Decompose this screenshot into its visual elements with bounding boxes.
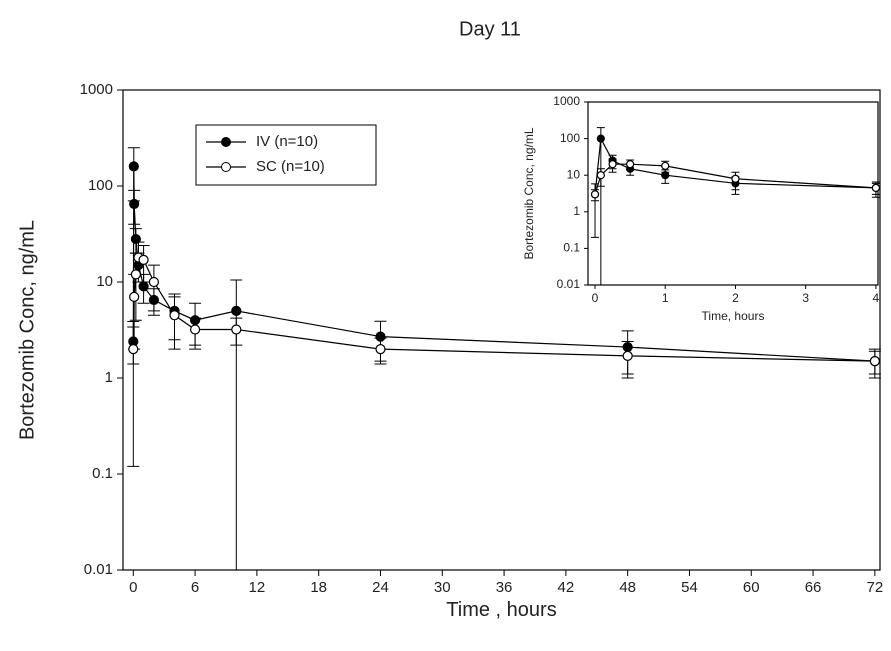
marker [148,276,159,288]
y-tick-label: 1 [573,204,580,218]
y-tick-label: 0.01 [557,277,581,291]
marker [590,190,600,199]
error-bar [168,296,181,350]
marker [871,183,880,192]
marker [129,291,140,302]
legend-marker [221,137,231,147]
error-bar [596,127,605,286]
marker [130,269,141,280]
x-tick-label: 12 [249,579,266,596]
marker [596,171,605,180]
y-tick-label: 10 [567,167,581,181]
y-tick-label: 100 [88,177,113,194]
x-tick-label: 18 [310,579,327,596]
marker [138,254,149,265]
marker [130,233,141,245]
x-tick-label: 2 [732,291,739,305]
y-tick-label: 10 [96,273,113,290]
legend-label: SC (n=10) [256,158,325,175]
marker [626,160,635,169]
legend-label: IV (n=10) [256,133,318,150]
marker [731,174,740,183]
marker [138,281,149,292]
x-tick-label: 3 [802,291,809,305]
x-axis-label: Time, hours [702,309,765,323]
x-axis-label: Time , hours [446,599,556,621]
y-tick-label: 0.1 [563,241,580,255]
x-tick-label: 0 [129,579,137,596]
legend-marker [221,162,231,172]
y-tick-label: 1 [105,369,113,386]
plot-area [587,101,879,286]
y-tick-label: 100 [560,131,580,145]
chart-title: Day 11 [459,18,521,40]
x-tick-label: 6 [191,579,199,596]
y-tick-label: 0.01 [84,561,113,578]
x-tick-label: 30 [434,579,451,596]
x-tick-label: 4 [873,291,880,305]
x-tick-label: 72 [867,579,884,596]
marker [622,350,633,361]
marker [231,324,242,335]
x-tick-label: 48 [619,579,636,596]
marker [869,355,880,367]
marker [596,134,605,143]
y-tick-label: 1000 [80,81,113,98]
y-axis-label: Bortezomib Conc, ng/mL [16,220,38,440]
y-axis-label: Bortezomib Conc, ng/mL [522,127,536,259]
legend-box [195,124,377,186]
marker [129,198,140,210]
marker [375,344,386,355]
marker [661,161,670,170]
x-tick-label: 60 [743,579,760,596]
x-tick-label: 1 [662,291,669,305]
y-tick-label: 1000 [553,94,580,108]
marker [169,310,180,321]
marker [128,344,139,355]
marker [128,161,139,172]
x-tick-label: 66 [805,579,822,596]
y-tick-label: 0.1 [92,465,113,482]
marker [608,160,617,169]
x-tick-label: 42 [558,579,575,596]
x-tick-label: 0 [592,291,599,305]
error-bar [147,264,160,312]
marker [189,324,201,335]
x-tick-label: 24 [372,579,389,596]
marker [231,305,242,316]
x-tick-label: 36 [496,579,513,596]
x-tick-label: 54 [681,579,698,596]
